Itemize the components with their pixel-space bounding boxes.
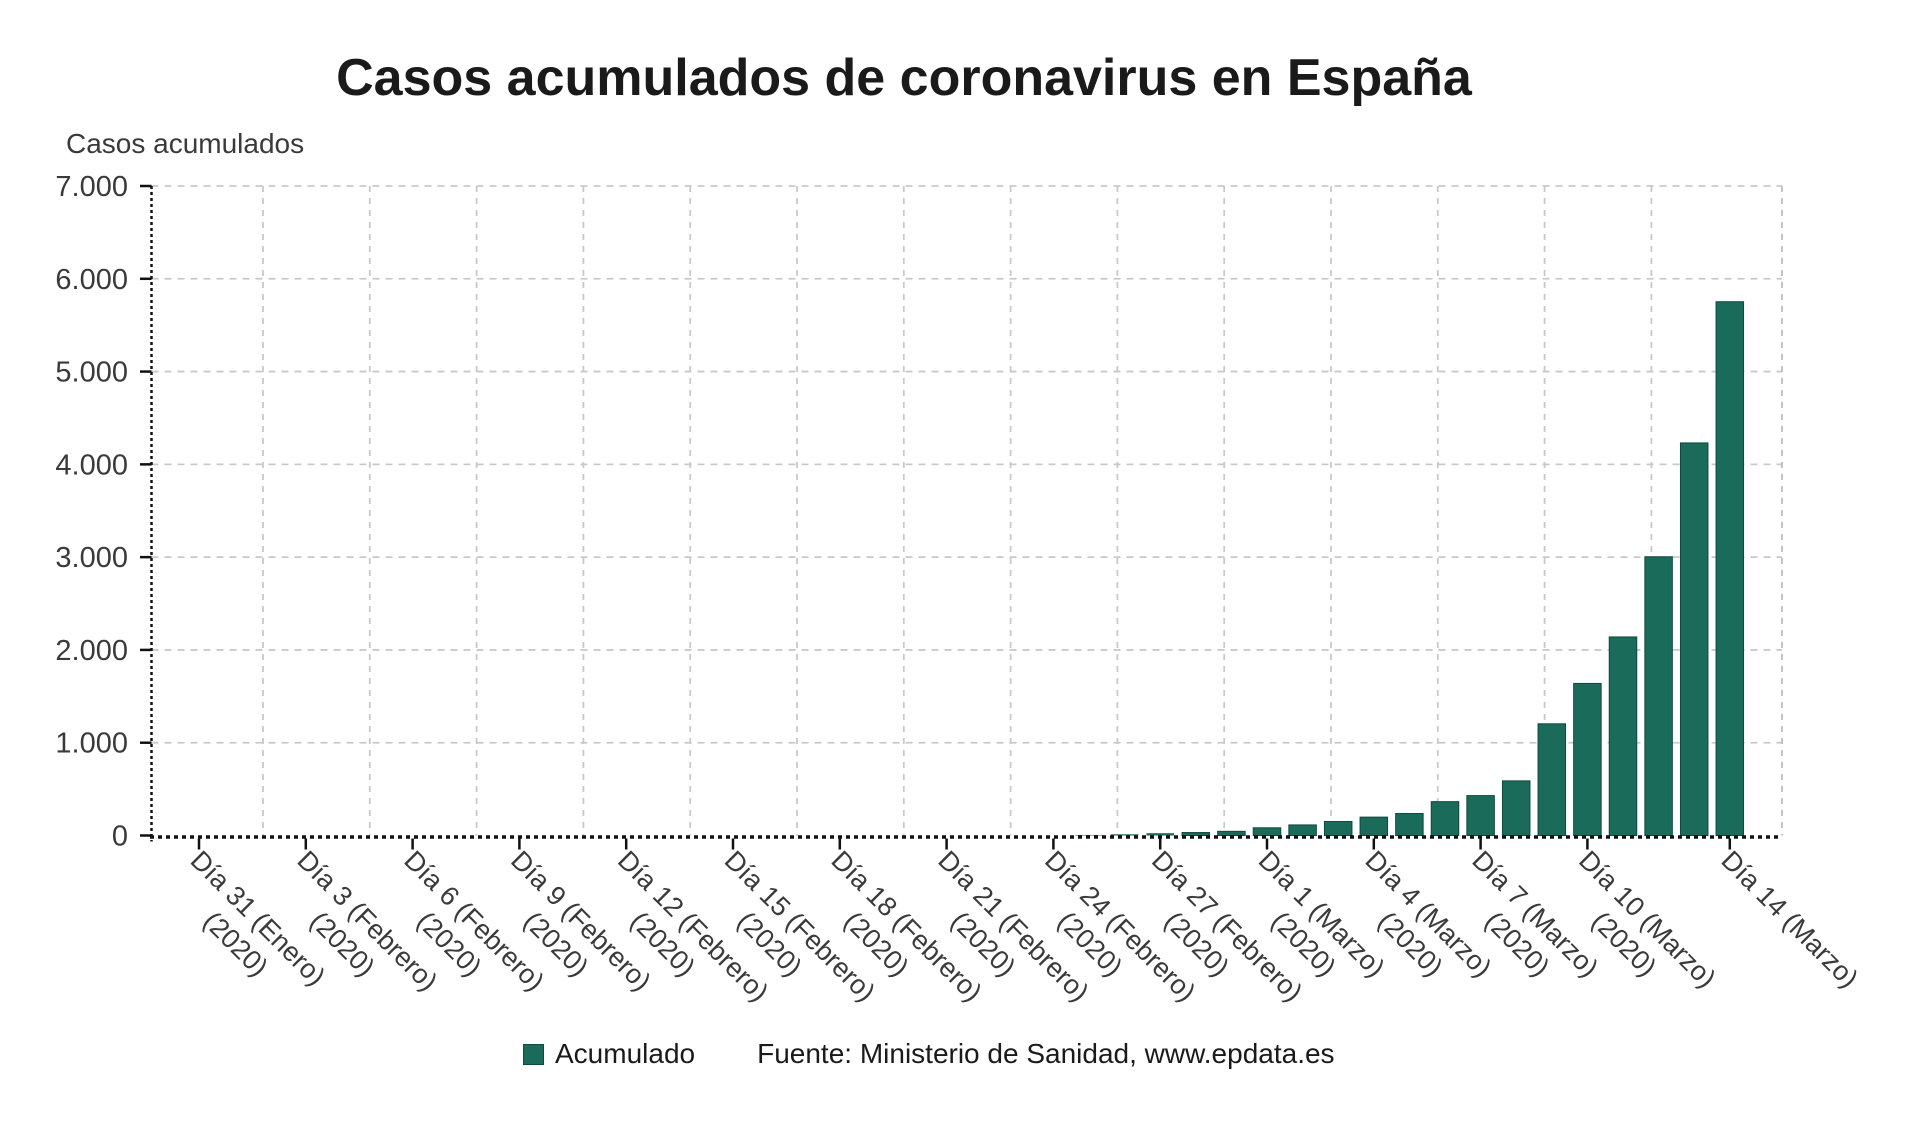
y-tick-label: 3.000 — [55, 542, 128, 574]
bar-Día 10 (Marzo) — [1573, 682, 1602, 836]
y-axis-title: Casos acumulados — [66, 128, 305, 159]
bar-Día 26 (Febrero) — [1110, 834, 1139, 836]
bar-Día 2 (Marzo) — [1288, 824, 1317, 836]
bar-Día 14 (Marzo) — [1715, 301, 1745, 836]
bar-Día 6 (Marzo) — [1430, 801, 1460, 837]
source-attribution-text: Fuente: Ministerio de Sanidad, www.epdat… — [757, 1038, 1335, 1069]
y-tick-label: 7.000 — [55, 171, 128, 203]
y-tick-label: 0 — [112, 821, 128, 853]
bar-Día 29 (Febrero) — [1217, 830, 1246, 837]
y-tick-label: 6.000 — [55, 264, 128, 296]
bar-Día 5 (Marzo) — [1395, 813, 1424, 836]
legend-series-label: Acumulado — [555, 1038, 696, 1069]
bar-chart-plot: 0 1.000 2.000 3.000 4.000 5.000 6.000 7.000 Día … — [55, 171, 1865, 1007]
y-tick-label: 1.000 — [55, 728, 128, 760]
bar-Día 4 (Marzo) — [1359, 816, 1389, 836]
bar-Día 1 (Marzo) — [1252, 827, 1282, 836]
bar-Día 27 (Febrero) — [1146, 833, 1174, 836]
bar-Día 9 (Marzo) — [1537, 723, 1567, 837]
bar-Día 25 (Febrero) — [1075, 834, 1103, 836]
y-tick-label: 5.000 — [55, 357, 128, 389]
bar-Día 13 (Marzo) — [1679, 442, 1709, 836]
y-tick-label: 4.000 — [55, 449, 128, 481]
bar-Día 7 (Marzo) — [1466, 795, 1495, 837]
chart-title: Casos acumulados de coronavirus en Españ… — [336, 49, 1472, 107]
y-tick-label: 2.000 — [55, 635, 128, 667]
legend: Acumulado Fuente: Ministerio de Sanidad,… — [523, 1038, 1335, 1070]
bar-Día 11 (Marzo) — [1608, 636, 1638, 837]
legend-swatch-acumulado — [523, 1043, 544, 1065]
bar-Día 8 (Marzo) — [1501, 780, 1531, 837]
bar-Día 12 (Marzo) — [1644, 556, 1673, 836]
x-tick-label: Día 14 (Marzo) — [1716, 845, 1865, 994]
bar-Día 3 (Marzo) — [1323, 820, 1353, 837]
bar-Día 28 (Febrero) — [1181, 832, 1211, 837]
